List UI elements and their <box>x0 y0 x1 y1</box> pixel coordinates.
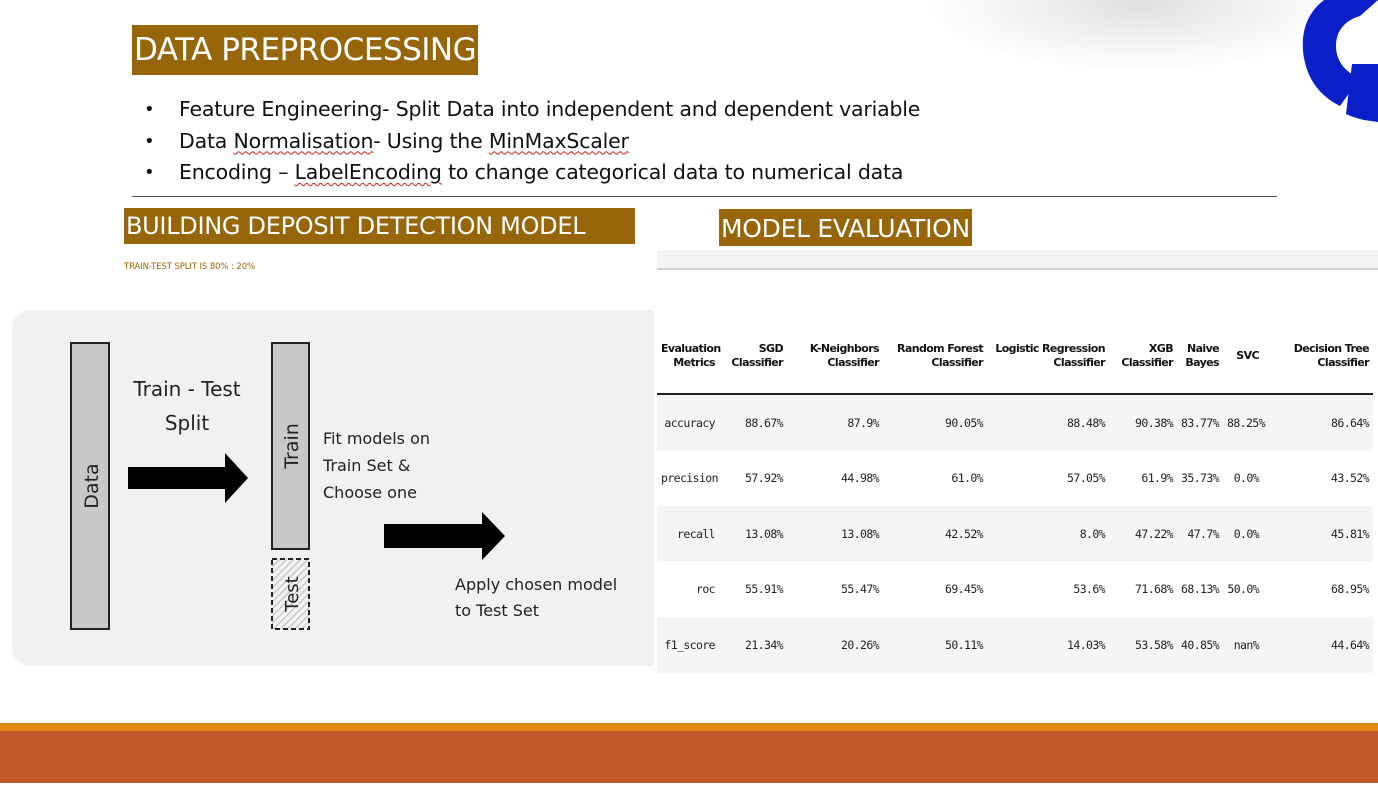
table-cell: 55.47% <box>787 561 883 617</box>
table-cell: 68.13% <box>1177 561 1223 617</box>
column-header: XGB Classifier <box>1109 318 1177 395</box>
footer-bar <box>0 731 1378 783</box>
table-cell: 44.98% <box>787 450 883 506</box>
table-cell: 13.08% <box>719 506 787 562</box>
split-label-line-1: Train - Test <box>132 377 240 401</box>
table-cell: 47.7% <box>1177 506 1223 562</box>
spellcheck-word: Normalisation <box>233 128 374 153</box>
table-cell: 88.48% <box>987 394 1109 451</box>
table-row: accuracy 88.67% 87.9% 90.05% 88.48% 90.3… <box>657 394 1373 451</box>
bullet-data-normalisation: Data Normalisation- Using the MinMaxScal… <box>140 126 920 158</box>
table-cell: 68.95% <box>1263 561 1373 617</box>
preprocessing-bullet-list: Feature Engineering- Split Data into ind… <box>140 94 920 189</box>
table-cell: 35.73% <box>1177 450 1223 506</box>
table-cell: 61.0% <box>883 450 987 506</box>
test-block <box>271 558 310 630</box>
model-evaluation-table-container: Evaluation Metrics SGD Classifier K-Neighb… <box>657 318 1373 673</box>
table-row: f1_score 21.34% 20.26% 50.11% 14.03% 53.… <box>657 617 1373 673</box>
table-cell: 8.0% <box>987 506 1109 562</box>
table-cell: 53.58% <box>1109 617 1177 673</box>
footer-accent-bar <box>0 723 1378 731</box>
heading-building-model: BUILDING DEPOSIT DETECTION MODEL <box>124 208 635 244</box>
column-header: Random Forest Classifier <box>883 318 987 395</box>
logo-icon <box>1300 0 1378 122</box>
table-cell: 57.92% <box>719 450 787 506</box>
table-cell: 47.22% <box>1109 506 1177 562</box>
bullet-encoding: Encoding – LabelEncoding to change categ… <box>140 157 920 189</box>
table-cell: 55.91% <box>719 561 787 617</box>
table-cell: 44.64% <box>1263 617 1373 673</box>
table-cell: 87.9% <box>787 394 883 451</box>
table-cell: 0.0% <box>1223 450 1263 506</box>
table-row: precision 57.92% 44.98% 61.0% 57.05% 61.… <box>657 450 1373 506</box>
test-block-label: Test <box>282 576 303 612</box>
table-cell: 20.26% <box>787 617 883 673</box>
table-cell: 86.64% <box>1263 394 1373 451</box>
table-cell: 50.11% <box>883 617 987 673</box>
table-cell: 0.0% <box>1223 506 1263 562</box>
table-cell: 21.34% <box>719 617 787 673</box>
table-cell: 13.08% <box>787 506 883 562</box>
column-header: Logistic Regression Classifier <box>987 318 1109 395</box>
section-divider <box>132 196 1277 197</box>
split-label-line-2: Split <box>165 411 210 435</box>
spellcheck-word: MinMaxScaler <box>488 128 629 153</box>
table-cell: 90.38% <box>1109 394 1177 451</box>
train-test-split-diagram: Data Train - Test Split Train Test Fit m… <box>12 310 654 666</box>
table-row: recall 13.08% 13.08% 42.52% 8.0% 47.22% … <box>657 506 1373 562</box>
table-cell: 71.68% <box>1109 561 1177 617</box>
table-cell: 83.77% <box>1177 394 1223 451</box>
table-cell: 42.52% <box>883 506 987 562</box>
heading-model-evaluation: MODEL EVALUATION <box>719 209 972 246</box>
train-block-label: Train <box>281 423 303 470</box>
column-header: Decision Tree Classifier <box>1263 318 1373 395</box>
table-cell: 88.25% <box>1223 394 1266 451</box>
table-cell: 14.03% <box>987 617 1109 673</box>
column-header: SVC <box>1223 318 1263 395</box>
data-block-label: Data <box>81 463 103 508</box>
table-cell: 57.05% <box>987 450 1109 506</box>
table-cell: precision <box>657 450 719 506</box>
table-cell: accuracy <box>657 394 719 451</box>
column-header: SGD Classifier <box>719 318 787 395</box>
table-header-row: Evaluation Metrics SGD Classifier K-Neighb… <box>657 318 1373 395</box>
fit-models-line-1: Fit models on <box>323 429 430 448</box>
apply-model-line-1: Apply chosen model <box>455 575 617 594</box>
table-cell: 53.6% <box>987 561 1109 617</box>
table-cell: 88.67% <box>719 394 787 451</box>
train-block <box>271 342 310 550</box>
train-test-split-note: TRAIN-TEST SPLIT IS 80% : 20% <box>124 262 255 272</box>
spellcheck-word: LabelEncoding <box>294 160 442 184</box>
table-cell: recall <box>657 506 719 562</box>
table-row: roc 55.91% 55.47% 69.45% 53.6% 71.68% 68… <box>657 561 1373 617</box>
column-header: Naive Bayes <box>1177 318 1223 395</box>
table-cell: 61.9% <box>1109 450 1177 506</box>
decorative-shadow <box>930 0 1350 70</box>
table-top-strip <box>657 250 1378 270</box>
table-cell: 50.0% <box>1223 561 1263 617</box>
table-cell: 69.45% <box>883 561 987 617</box>
column-header: Evaluation Metrics <box>657 318 721 395</box>
table-cell: 43.52% <box>1263 450 1373 506</box>
bullet-feature-engineering: Feature Engineering- Split Data into ind… <box>140 94 920 126</box>
apply-model-line-2: to Test Set <box>455 601 539 620</box>
heading-data-preprocessing: DATA PREPROCESSING <box>132 25 479 75</box>
fit-models-line-3: Choose one <box>323 483 417 502</box>
apply-arrow-icon <box>384 512 505 560</box>
fit-models-line-2: Train Set & <box>322 456 410 475</box>
table-cell: nan% <box>1223 617 1263 673</box>
table-cell: 90.05% <box>883 394 987 451</box>
data-block <box>70 342 110 630</box>
table-cell: f1_score <box>657 617 719 673</box>
table-cell: roc <box>657 561 719 617</box>
table-cell: 45.81% <box>1263 506 1373 562</box>
model-evaluation-table: Evaluation Metrics SGD Classifier K-Neighb… <box>657 318 1373 673</box>
table-cell: 40.85% <box>1177 617 1223 673</box>
split-arrow-icon <box>128 453 248 503</box>
column-header: K-Neighbors Classifier <box>787 318 883 395</box>
